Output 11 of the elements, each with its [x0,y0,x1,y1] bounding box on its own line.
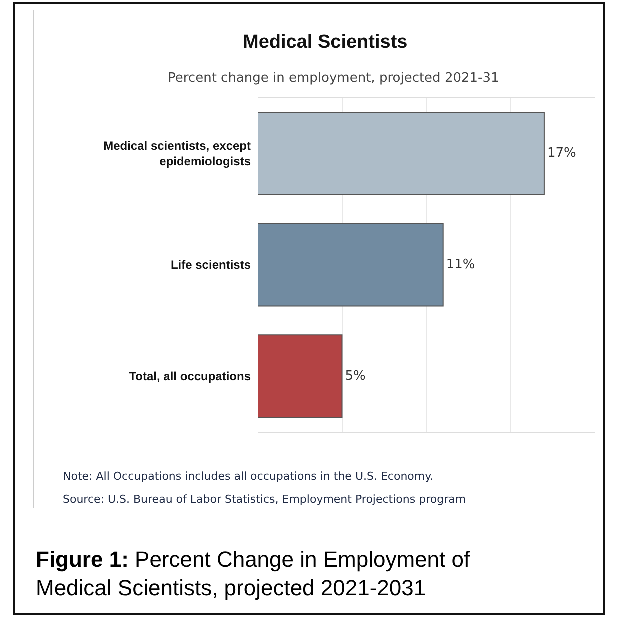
y-tick-label: Life scientists [170,258,252,272]
data-label: 11% [446,258,476,272]
chart-title: Medical Scientists [243,32,408,53]
source-note: Source: U.S. Bureau of Labor Statistics, Employment Projections program [63,493,466,506]
chart-subtitle: Percent change in employment, projected 2021-31 [168,71,500,86]
y-tick-label: Medical scientists, except epidemiologists [104,139,252,169]
y-tick-label: Total, all occupations [129,370,252,384]
data-label: 5% [345,368,366,384]
data-label: 17% [547,146,576,162]
text: Note: All Occupations includes all occupations in the U.S. Economy. [63,470,434,483]
caption: Figure 1: Percent Change in Employment of Medical Scientists, projected 2021-2031 [36,547,471,601]
